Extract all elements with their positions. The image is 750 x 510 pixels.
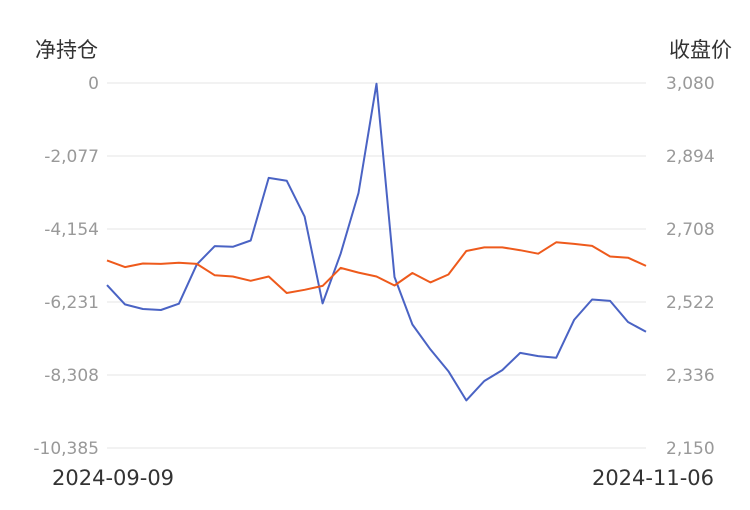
series-line-left-axis [106,82,647,402]
right-tick-label: 2,708 [666,220,715,240]
left-tick-label: -6,231 [44,293,99,313]
left-tick-label: -4,154 [44,220,99,240]
left-tick-label: 0 [88,74,99,94]
right-tick-label: 2,336 [666,366,715,386]
left-axis-title: 净持仓 [35,38,98,62]
right-tick-label: 2,894 [666,147,715,167]
right-tick-label: 2,522 [666,293,715,313]
x-start-label: 2024-09-09 [52,466,175,490]
left-tick-label: -2,077 [44,147,99,167]
right-axis-ticks: 3,080 2,894 2,708 2,522 2,336 2,150 [666,74,715,459]
right-axis-title: 收盘价 [669,38,732,62]
left-axis-ticks: 0 -2,077 -4,154 -6,231 -8,308 -10,385 [33,74,99,459]
x-end-label: 2024-11-06 [591,466,714,490]
left-tick-label: -8,308 [44,366,99,386]
series-lines [106,82,647,402]
right-tick-label: 3,080 [666,74,715,94]
grid-lines [107,82,646,449]
series-line-right-axis [106,241,647,294]
left-tick-label: -10,385 [33,439,99,459]
right-tick-label: 2,150 [666,439,715,459]
